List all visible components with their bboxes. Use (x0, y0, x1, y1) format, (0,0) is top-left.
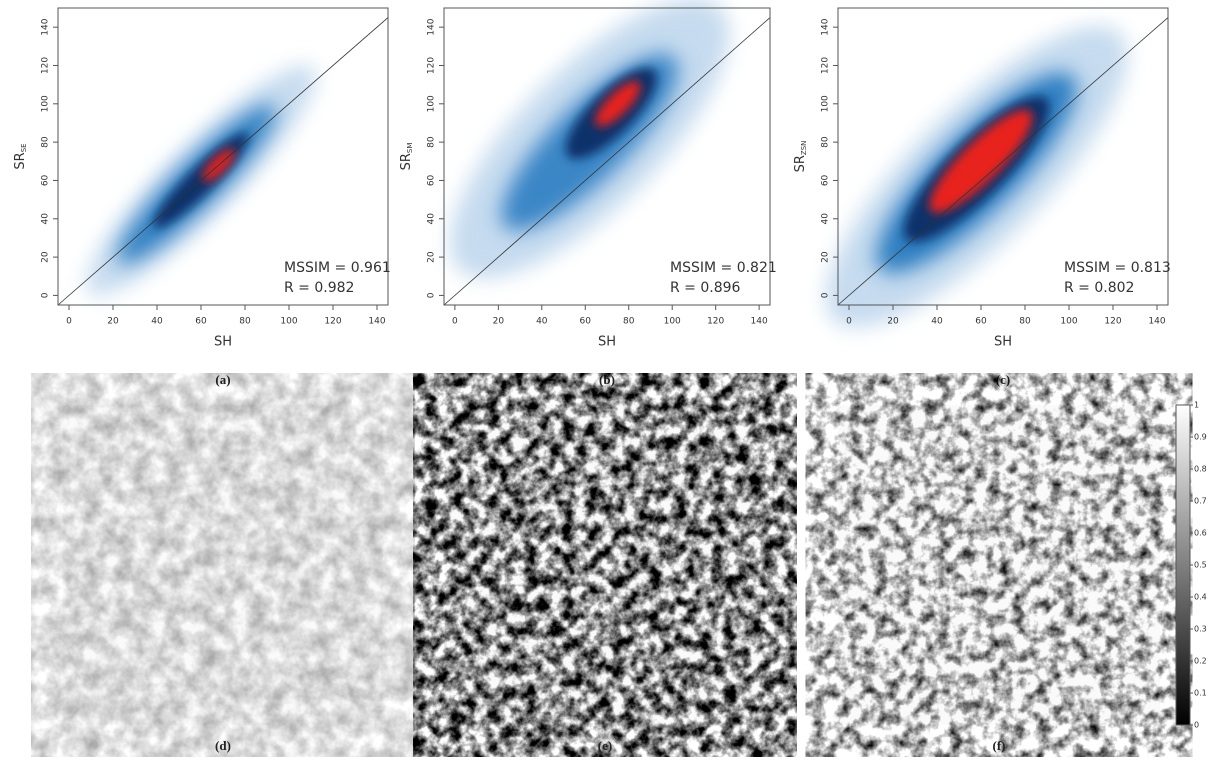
annotation: R = 0.982 (284, 280, 354, 296)
y-tick-label: 0 (41, 292, 51, 298)
x-tick-label: 100 (280, 317, 297, 327)
x-tick-label: 80 (623, 317, 635, 327)
colorbar-tick-label: 0.4 (1194, 593, 1207, 602)
identity-line (443, 17, 771, 306)
y-axis-label: SRSE (13, 143, 29, 169)
colorbar-tick-label: 0 (1194, 721, 1199, 730)
y-tick-label: 60 (41, 174, 51, 186)
colorbar-tick-label: 0.7 (1194, 497, 1207, 506)
y-tick-label: 120 (427, 57, 437, 74)
y-tick-label: 20 (41, 251, 51, 263)
plot-frame (443, 7, 771, 306)
x-tick-label: 60 (580, 317, 592, 327)
x-tick-label: 140 (368, 317, 385, 327)
identity-line (57, 17, 389, 306)
y-tick-label: 140 (821, 18, 831, 35)
colorbar-tick-label: 0.3 (1194, 625, 1207, 634)
y-label-main: SR (399, 153, 414, 170)
y-axis-label: SRSM (399, 143, 415, 171)
y-label-subscript: ZSN (800, 141, 808, 155)
y-label-main: SR (793, 155, 808, 172)
colorbar-tick-label: 0.8 (1194, 465, 1207, 474)
y-tick-label: 100 (41, 95, 51, 112)
annotation: MSSIM = 0.961 (284, 260, 391, 276)
y-tick-label: 80 (427, 136, 437, 148)
panel-label: (c) (996, 372, 1010, 387)
colorbar (1175, 404, 1191, 726)
image-texture (838, 405, 1160, 725)
y-tick-label: 100 (427, 95, 437, 112)
x-tick-label: 100 (664, 317, 681, 327)
y-tick-label: 40 (427, 213, 437, 225)
y-tick-label: 100 (821, 95, 831, 112)
y-tick-label: 140 (427, 18, 437, 35)
y-tick-label: 80 (41, 136, 51, 148)
panel-label: (a) (215, 372, 230, 387)
annotation: R = 0.802 (1064, 280, 1134, 296)
y-label-subscript: SM (406, 143, 414, 153)
x-tick-label: 120 (324, 317, 341, 327)
x-tick-label: 60 (195, 317, 207, 327)
x-tick-label: 40 (931, 317, 943, 327)
x-tick-label: 0 (846, 317, 852, 327)
y-tick-label: 40 (821, 213, 831, 225)
x-tick-label: 60 (975, 317, 987, 327)
identity-line (837, 17, 1169, 306)
x-tick-label: 140 (751, 317, 768, 327)
colorbar-tick-label: 0.2 (1194, 657, 1207, 666)
y-label-subscript: SE (20, 143, 28, 152)
y-tick-label: 20 (821, 251, 831, 263)
x-tick-label: 120 (707, 317, 724, 327)
panel-label: (f) (993, 738, 1006, 753)
density-cloud (826, 26, 1128, 328)
density-cloud (450, 0, 730, 278)
annotation: MSSIM = 0.813 (1064, 260, 1171, 276)
x-tick-label: 20 (107, 317, 119, 327)
y-tick-label: 0 (821, 292, 831, 298)
image-texture (63, 405, 383, 725)
annotation: MSSIM = 0.821 (670, 260, 777, 276)
x-axis-label: SH (214, 335, 232, 350)
x-tick-label: 100 (1060, 317, 1077, 327)
y-tick-label: 120 (821, 57, 831, 74)
x-tick-label: 0 (66, 317, 72, 327)
plot-frame (57, 7, 389, 306)
y-tick-label: 20 (427, 251, 437, 263)
x-tick-label: 80 (239, 317, 251, 327)
y-tick-label: 0 (427, 292, 437, 298)
x-tick-label: 0 (452, 317, 458, 327)
density-blob (929, 109, 1033, 214)
y-tick-label: 60 (427, 174, 437, 186)
y-tick-label: 60 (821, 174, 831, 186)
plot-frame (837, 7, 1169, 306)
panel-label: (e) (598, 738, 612, 753)
density-blob (595, 80, 641, 127)
y-axis-label: SRZSN (793, 141, 809, 173)
y-tick-label: 80 (821, 136, 831, 148)
panel-label: (b) (599, 372, 615, 387)
colorbar-tick-label: 0.9 (1194, 433, 1207, 442)
x-tick-label: 140 (1148, 317, 1165, 327)
x-tick-label: 20 (887, 317, 899, 327)
x-tick-label: 80 (1019, 317, 1031, 327)
x-axis-label: SH (598, 335, 616, 350)
panel-label: (d) (215, 738, 231, 753)
x-tick-label: 40 (536, 317, 548, 327)
x-axis-label: SH (994, 335, 1012, 350)
y-label-main: SR (13, 152, 28, 169)
x-tick-label: 120 (1104, 317, 1121, 327)
y-tick-label: 140 (41, 18, 51, 35)
x-tick-label: 40 (151, 317, 163, 327)
colorbar-tick-label: 0.6 (1194, 529, 1207, 538)
y-tick-label: 40 (41, 213, 51, 225)
y-tick-label: 120 (41, 57, 51, 74)
colorbar-tick-label: 0.1 (1194, 689, 1207, 698)
x-tick-label: 20 (493, 317, 505, 327)
colorbar-tick-label: 0.5 (1194, 561, 1207, 570)
image-texture (445, 405, 765, 725)
annotation: R = 0.896 (670, 280, 741, 296)
colorbar-tick-label: 1 (1194, 401, 1199, 410)
